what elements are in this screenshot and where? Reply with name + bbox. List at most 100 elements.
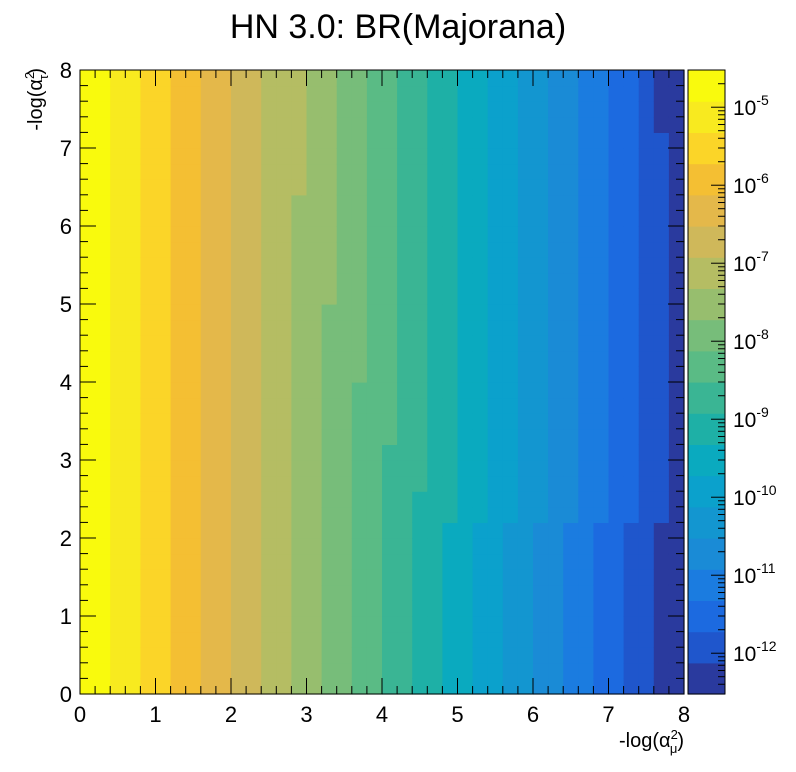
- heatmap-cell: [140, 304, 157, 321]
- heatmap-cell: [638, 538, 655, 555]
- heatmap-cell: [215, 584, 232, 601]
- heatmap-cell: [442, 226, 459, 243]
- heatmap-cell: [487, 226, 504, 243]
- heatmap-cell: [291, 241, 308, 258]
- heatmap-cell: [215, 116, 232, 133]
- heatmap-cell: [155, 179, 172, 196]
- heatmap-cell: [608, 288, 625, 305]
- heatmap-cell: [623, 210, 640, 227]
- heatmap-cell: [306, 678, 323, 695]
- heatmap-cell: [155, 584, 172, 601]
- heatmap-cell: [638, 428, 655, 445]
- colorbar-band: [688, 350, 725, 383]
- heatmap-cell: [397, 460, 413, 477]
- heatmap-cell: [110, 397, 126, 414]
- heatmap-cell: [321, 319, 338, 336]
- heatmap-cell: [155, 491, 172, 508]
- heatmap-cell: [366, 272, 383, 289]
- heatmap-cell: [170, 366, 187, 383]
- heatmap-cell: [185, 584, 202, 601]
- heatmap-cell: [140, 475, 157, 492]
- heatmap-cell: [351, 522, 368, 539]
- heatmap-cell: [457, 475, 474, 492]
- heatmap-cell: [502, 210, 519, 227]
- heatmap-cell: [382, 569, 398, 586]
- heatmap-cell: [427, 226, 443, 243]
- heatmap-cell: [170, 569, 187, 586]
- heatmap-cell: [397, 288, 413, 305]
- heatmap-cell: [502, 584, 519, 601]
- heatmap-cell: [502, 241, 519, 258]
- heatmap-cell: [215, 319, 232, 336]
- heatmap-cell: [276, 491, 292, 508]
- heatmap-cell: [427, 616, 443, 633]
- heatmap-cell: [306, 101, 323, 118]
- colorbar-band: [688, 319, 725, 352]
- heatmap-cell: [231, 631, 247, 648]
- heatmap-cell: [155, 272, 172, 289]
- heatmap-cell: [382, 194, 398, 211]
- heatmap-cell: [653, 491, 670, 508]
- heatmap-cell: [593, 569, 610, 586]
- heatmap-cell: [215, 631, 232, 648]
- heatmap-cell: [442, 304, 459, 321]
- heatmap-cell: [140, 616, 157, 633]
- heatmap-cell: [472, 444, 489, 461]
- heatmap-cell: [623, 460, 640, 477]
- heatmap-cell: [397, 210, 413, 227]
- heatmap-cell: [382, 272, 398, 289]
- heatmap-cell: [623, 194, 640, 211]
- heatmap-cell: [412, 460, 428, 477]
- heatmap-cell: [231, 382, 247, 399]
- heatmap-cell: [412, 288, 428, 305]
- heatmap-cell: [306, 600, 323, 617]
- heatmap-cell: [351, 616, 368, 633]
- heatmap-cell: [668, 304, 685, 321]
- heatmap-cell: [140, 350, 157, 367]
- heatmap-cell: [200, 600, 217, 617]
- heatmap-cell: [170, 132, 187, 149]
- heatmap-cell: [215, 194, 232, 211]
- colorbar-band: [688, 475, 725, 508]
- heatmap-cell: [155, 350, 172, 367]
- heatmap-cell: [110, 350, 126, 367]
- heatmap-cell: [533, 662, 549, 679]
- heatmap-cell: [110, 304, 126, 321]
- heatmap-cell: [533, 101, 549, 118]
- heatmap-cell: [533, 491, 549, 508]
- heatmap-cell: [170, 662, 187, 679]
- heatmap-cell: [578, 584, 594, 601]
- heatmap-cell: [487, 163, 504, 180]
- heatmap-cell: [563, 101, 579, 118]
- heatmap-cell: [125, 335, 141, 352]
- heatmap-cell: [668, 538, 685, 555]
- heatmap-cell: [382, 584, 398, 601]
- heatmap-cell: [246, 350, 262, 367]
- heatmap-cell: [351, 662, 368, 679]
- heatmap-cell: [487, 70, 504, 87]
- heatmap-cell: [366, 335, 383, 352]
- heatmap-cell: [668, 584, 685, 601]
- heatmap-cell: [261, 272, 277, 289]
- heatmap-cell: [140, 382, 157, 399]
- heatmap-cell: [110, 460, 126, 477]
- heatmap-cell: [533, 538, 549, 555]
- heatmap-cell: [276, 241, 292, 258]
- heatmap-cell: [110, 584, 126, 601]
- heatmap-cell: [170, 428, 187, 445]
- heatmap-cell: [291, 257, 308, 274]
- heatmap-cell: [366, 553, 383, 570]
- heatmap-cell: [412, 194, 428, 211]
- heatmap-cell: [412, 616, 428, 633]
- heatmap-cell: [457, 631, 474, 648]
- heatmap-cell: [366, 647, 383, 664]
- heatmap-cell: [517, 163, 534, 180]
- heatmap-cell: [623, 678, 640, 695]
- heatmap-cell: [155, 569, 172, 586]
- heatmap-cell: [170, 116, 187, 133]
- heatmap-cell: [608, 319, 625, 336]
- heatmap-cell: [638, 85, 655, 102]
- heatmap-cell: [366, 413, 383, 430]
- heatmap-cell: [140, 179, 157, 196]
